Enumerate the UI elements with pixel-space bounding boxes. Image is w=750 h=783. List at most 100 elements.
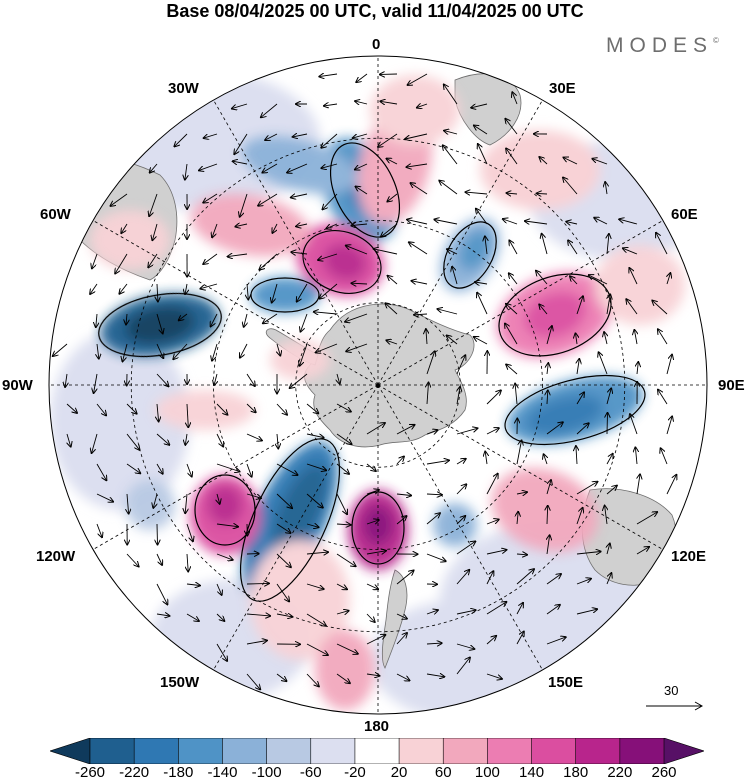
wind-arrow <box>353 133 368 138</box>
wind-arrow <box>319 74 338 77</box>
wind-arrow <box>276 493 292 508</box>
wind-arrow <box>179 313 188 320</box>
wind-arrow <box>306 524 319 527</box>
wind-arrow <box>199 163 218 170</box>
wind-arrow <box>67 433 71 447</box>
wind-arrow <box>127 493 129 514</box>
wind-arrow <box>405 133 428 139</box>
colorbar-label: -100 <box>251 764 282 781</box>
wind-arrow <box>485 452 487 465</box>
wind-arrow <box>94 373 98 393</box>
wind-arrow <box>185 493 187 513</box>
wind-arrow <box>592 159 608 165</box>
wind-arrow <box>246 463 252 477</box>
wind-arrow <box>366 520 379 524</box>
wind-arrow <box>323 193 338 209</box>
wind-arrow <box>291 194 308 198</box>
wind-arrow <box>157 283 158 301</box>
wind-arrow <box>576 552 601 555</box>
wind-arrow <box>66 403 77 413</box>
wind-arrow <box>378 133 398 147</box>
wind-arrow <box>576 579 591 585</box>
anomaly-blob <box>315 630 375 710</box>
wind-arrow <box>542 234 548 255</box>
wind-arrow <box>516 554 527 555</box>
wind-arrow <box>426 674 444 677</box>
wind-arrow <box>604 332 607 345</box>
wind-arrow <box>576 392 584 405</box>
wind-arrow <box>185 163 187 180</box>
wind-arrow <box>635 447 637 465</box>
wind-arrow <box>509 273 518 285</box>
wind-arrow <box>232 103 248 109</box>
colorbar-swatch <box>487 738 533 764</box>
wind-arrow <box>173 343 188 359</box>
colorbar <box>50 738 704 764</box>
wind-arrow <box>509 241 518 255</box>
wind-arrow <box>306 673 319 686</box>
contour-line <box>98 292 222 358</box>
wind-arrow <box>607 413 608 435</box>
wind-arrow <box>619 219 638 225</box>
wind-arrow <box>607 234 609 255</box>
wind-arrow <box>246 583 269 584</box>
wind-arrow <box>346 343 368 351</box>
wind-arrow <box>426 329 427 345</box>
wind-arrow <box>186 584 200 586</box>
wind-arrow <box>486 520 499 525</box>
wind-arrow <box>576 482 597 495</box>
anomaly-blob <box>433 503 477 547</box>
colorbar-swatch <box>178 738 224 764</box>
wind-arrow <box>605 182 607 195</box>
wind-arrow <box>486 673 502 679</box>
wind-arrow <box>426 610 438 614</box>
wind-arrow <box>457 387 460 405</box>
lon-label-0: 0 <box>372 36 381 53</box>
meridian-line <box>377 384 664 550</box>
wind-arrow <box>306 583 324 589</box>
colorbar-label: 60 <box>434 764 452 781</box>
wind-arrow <box>478 144 488 165</box>
wind-arrow <box>566 222 578 224</box>
wind-arrow <box>246 403 256 412</box>
wind-arrow <box>547 535 550 555</box>
wind-arrow <box>247 283 248 299</box>
wind-arrow <box>187 553 188 571</box>
wind-arrow <box>456 484 466 495</box>
wind-arrow <box>506 365 518 375</box>
wind-arrow <box>516 440 522 465</box>
wind-arrow <box>351 224 368 226</box>
wind-arrow <box>291 252 308 254</box>
wind-arrow <box>386 340 398 344</box>
wind-arrow <box>626 299 638 315</box>
wind-arrow <box>187 403 188 427</box>
wind-arrow <box>387 193 398 202</box>
contour-line <box>504 374 646 446</box>
wind-arrow <box>216 403 227 415</box>
wind-arrow <box>544 454 547 465</box>
wind-arrow <box>485 236 487 255</box>
lon-label-150e: 150E <box>548 674 584 691</box>
wind-arrow <box>506 149 518 165</box>
wind-arrow <box>336 643 358 654</box>
wind-arrow <box>486 428 499 435</box>
graticule <box>49 56 707 714</box>
meridian-line <box>377 384 543 671</box>
colorbar-swatch <box>575 738 621 764</box>
wind-arrow <box>512 92 518 105</box>
reference-vector-value: 30 <box>664 683 679 698</box>
wind-arrow <box>381 223 398 237</box>
wind-arrow <box>297 283 308 302</box>
wind-arrow <box>336 463 349 474</box>
colorbar-swatch <box>310 738 356 764</box>
wind-arrow <box>443 145 458 165</box>
wind-arrow <box>321 133 338 148</box>
wind-arrow <box>277 343 280 356</box>
wind-arrow <box>396 494 411 496</box>
wind-arrow <box>300 343 308 366</box>
wind-arrow <box>634 330 637 345</box>
wind-arrow <box>246 614 270 616</box>
colorbar-label: -260 <box>74 764 106 781</box>
wind-arrow <box>259 253 278 270</box>
wind-arrow <box>546 574 561 585</box>
